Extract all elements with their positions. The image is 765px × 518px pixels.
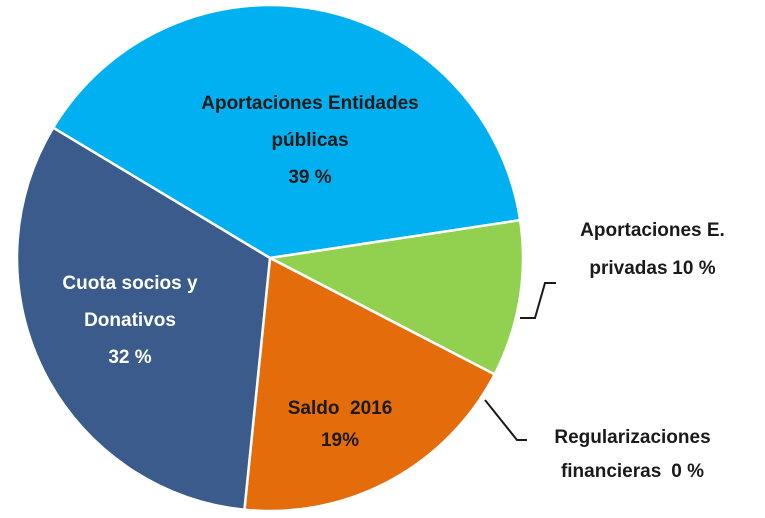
- category-name: Aportaciones E. privadas: [580, 220, 731, 279]
- slice-label: Saldo 2016 19%: [255, 393, 425, 457]
- value-label: 0 %: [666, 461, 705, 482]
- category-name: Regularizaciones financieras: [554, 427, 716, 482]
- value-label: 19%: [320, 430, 360, 451]
- slice-label: Regularizaciones financieras 0 %: [520, 421, 745, 489]
- pie-slice: [51, 3, 522, 260]
- category-name: Aportaciones Entidades públicas: [201, 93, 425, 151]
- leader-line: [520, 282, 556, 319]
- category-name: Saldo 2016: [287, 398, 393, 419]
- value-label: 32 %: [108, 347, 152, 368]
- value-label: 39 %: [288, 167, 332, 188]
- slice-label: Aportaciones E. privadas 10 %: [555, 212, 750, 288]
- pie-slice: [266, 218, 525, 377]
- pie-slice: [243, 256, 497, 513]
- leader-line: [484, 399, 527, 441]
- slice-label: Cuota socios y Donativos 32 %: [40, 265, 220, 376]
- value-label: 10 %: [672, 258, 716, 279]
- category-name: Cuota socios y Donativos: [62, 273, 203, 331]
- slice-label: Aportaciones Entidades públicas 39 %: [190, 85, 430, 196]
- pie-slice: [15, 125, 272, 512]
